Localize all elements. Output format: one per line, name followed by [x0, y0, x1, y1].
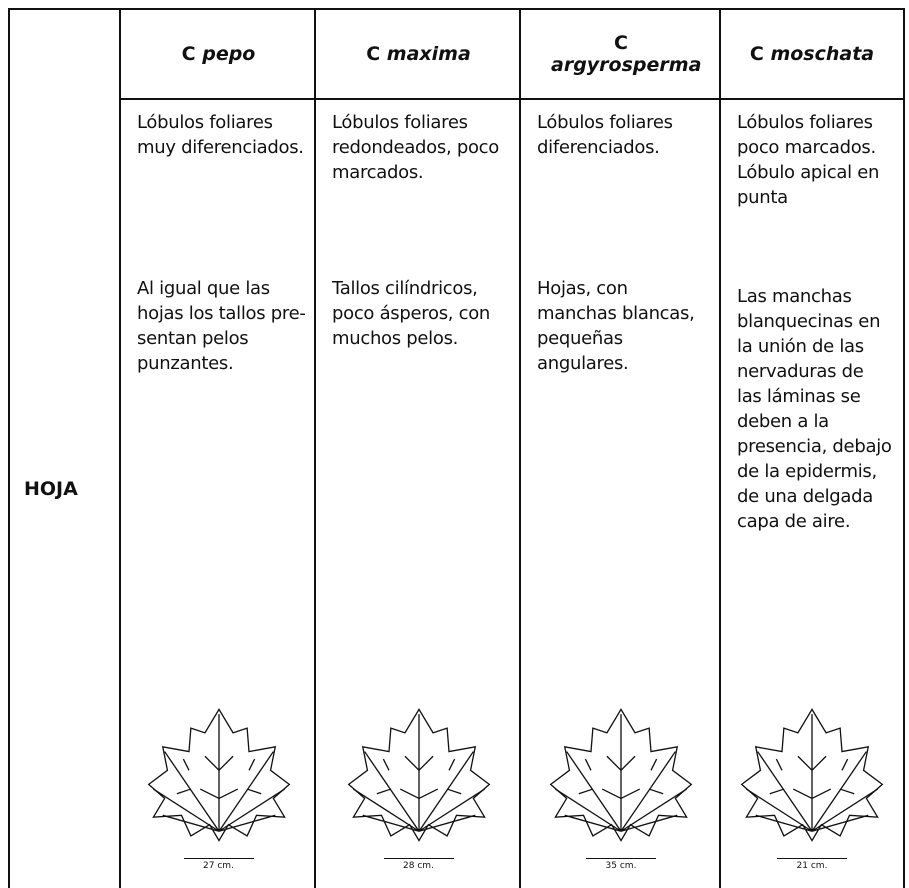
scale: 21 cm. [721, 858, 903, 871]
leaf-drawing [347, 708, 490, 842]
description: Lóbulos foliares diferenciados. [537, 112, 673, 158]
description: Tallos cilíndricos, poco ásperos, con mu… [332, 278, 491, 349]
scale-bar [586, 858, 656, 859]
species: pepo [202, 43, 256, 65]
species: moschata [770, 43, 875, 65]
species: argyrosperma [551, 54, 702, 76]
scale-bar [183, 858, 254, 859]
description: Al igual que las hojas los tallos pre-se… [137, 278, 306, 374]
header-text: C maxima [366, 43, 471, 65]
genus: C [366, 43, 381, 65]
scale-bar [777, 858, 847, 859]
leaf [546, 700, 696, 854]
description: Lóbulos foliares redondeados, poco marca… [332, 112, 499, 183]
scale-bar [383, 858, 454, 859]
species: maxima [386, 43, 471, 65]
leaf-drawing [740, 708, 884, 842]
scale: 35 cm. [521, 858, 721, 871]
header-border [120, 98, 905, 100]
scale: 28 cm. [316, 858, 521, 871]
scale-label: 35 cm. [605, 861, 637, 871]
table-border [8, 8, 905, 10]
table-border [8, 8, 10, 888]
table-border [903, 8, 905, 888]
scale-label: 28 cm. [403, 861, 434, 871]
leaf-drawing [549, 708, 693, 842]
description: Las manchas blanquecinas en la unión de … [737, 286, 892, 532]
column-border [519, 8, 521, 888]
header-text: C pepo [182, 43, 256, 65]
leaf [737, 700, 887, 854]
scale-label: 27 cm. [203, 861, 234, 871]
scale-label: 21 cm. [796, 861, 828, 871]
header-text: C moschata [750, 43, 874, 65]
column-header: C moschata [721, 10, 903, 98]
column-border [119, 8, 121, 888]
column-header: C maxima [316, 10, 521, 98]
column-header: C argyrosperma [521, 10, 721, 98]
row-label: HOJA [24, 478, 78, 500]
leaf [144, 700, 294, 854]
header-text: C argyrosperma [551, 32, 701, 76]
description: Lóbulos foliares muy diferenciados. [137, 112, 304, 158]
leaf [344, 700, 494, 854]
description: Lóbulos foliares poco marcados. Lóbulo a… [737, 112, 880, 208]
genus: C [749, 43, 764, 65]
description: Hojas, con manchas blancas, pequeñas ang… [537, 278, 695, 374]
genus: C [614, 32, 628, 54]
genus: C [181, 43, 196, 65]
scale: 27 cm. [121, 858, 316, 871]
column-border [314, 8, 316, 888]
column-border [719, 8, 721, 888]
leaf-drawing [147, 708, 290, 842]
column-header: C pepo [121, 10, 316, 98]
